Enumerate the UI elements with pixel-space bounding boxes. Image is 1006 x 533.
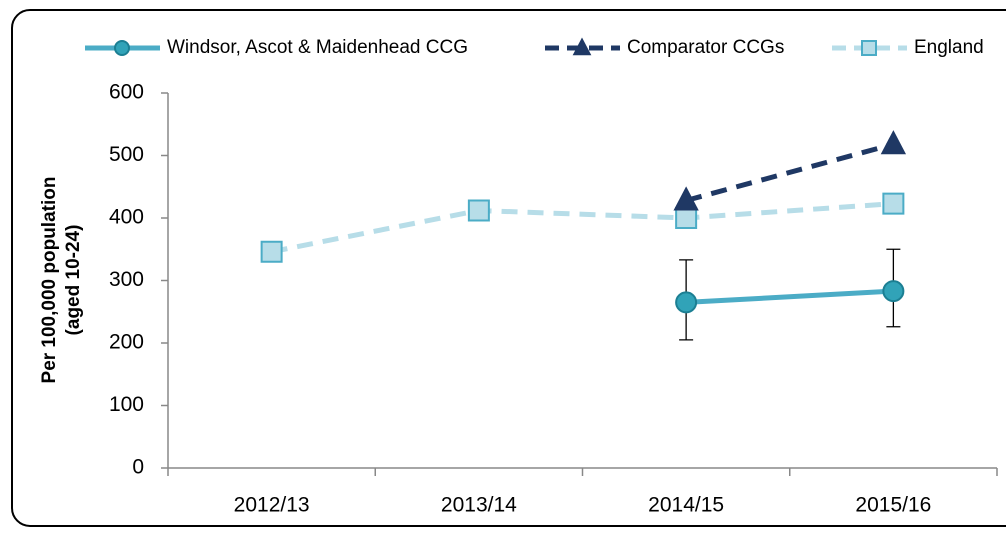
- point: [675, 207, 698, 229]
- x-tick-label: 2014/15: [648, 494, 724, 517]
- y-axis-label: Per 100,000 population: [39, 177, 60, 384]
- y-tick-label: 500: [109, 143, 144, 166]
- point: [882, 280, 905, 303]
- x-tick-label: 2015/16: [855, 494, 931, 517]
- legend-label: Comparator CCGs: [627, 37, 784, 58]
- y-axis-label: (aged 10-24): [63, 225, 84, 336]
- y-tick-label: 600: [109, 81, 144, 104]
- y-tick-label: 200: [109, 331, 144, 354]
- point: [675, 291, 698, 314]
- y-tick-label: 400: [109, 206, 144, 229]
- y-tick-label: 300: [109, 268, 144, 291]
- point: [880, 130, 907, 155]
- point: [260, 240, 283, 263]
- series-line: [685, 141, 895, 203]
- legend-marker: [114, 40, 130, 56]
- legend-marker: [572, 37, 592, 56]
- legend-label: Windsor, Ascot & Maidenhead CCG: [167, 37, 468, 58]
- x-tick-label: 2012/13: [234, 494, 310, 517]
- y-tick-label: 0: [132, 456, 144, 479]
- series-line: [685, 288, 894, 305]
- legend-label: England: [914, 37, 984, 58]
- legend-marker: [861, 40, 877, 56]
- point: [882, 192, 905, 215]
- point: [673, 186, 699, 211]
- y-tick-label: 100: [109, 393, 144, 416]
- frame: [11, 9, 1006, 527]
- point: [467, 199, 490, 222]
- series-line: [271, 201, 894, 255]
- x-tick-label: 2013/14: [441, 494, 517, 517]
